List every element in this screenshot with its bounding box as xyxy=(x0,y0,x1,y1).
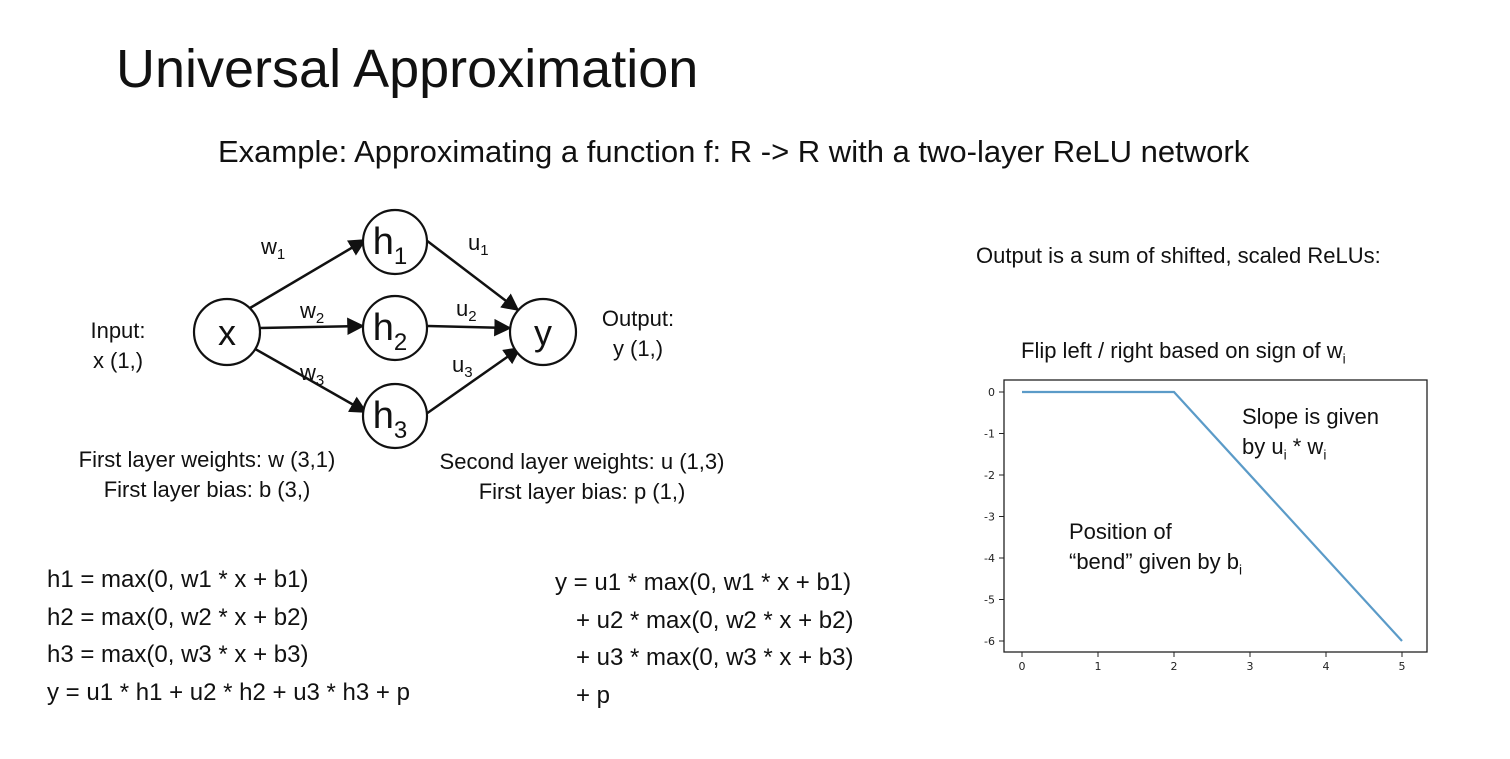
edge-h2-y xyxy=(427,318,512,337)
first-layer-bias: First layer bias: b (3,) xyxy=(103,477,311,502)
x-tick-label-4: 4 xyxy=(1323,660,1330,673)
equations-left: h1 = max(0, w1 * x + b1) h2 = max(0, w2 … xyxy=(47,561,410,711)
second-layer-description: Second layer weights: u (1,3) First laye… xyxy=(412,447,752,507)
y-tick-label-1: -1 xyxy=(984,428,995,441)
second-layer-weights: Second layer weights: u (1,3) xyxy=(439,449,725,474)
output-label-line2: y (1,) xyxy=(612,336,664,361)
node-y xyxy=(508,297,578,367)
y-tick-label-5: -5 xyxy=(984,594,995,607)
x-tick-label-1: 1 xyxy=(1095,660,1102,673)
node-h1-label: h1 xyxy=(373,221,408,270)
bend-annotation-line1: Position of xyxy=(1069,519,1172,544)
second-layer-bias: First layer bias: p (1,) xyxy=(478,479,686,504)
edge-x-h3 xyxy=(249,344,368,414)
relu-series-line xyxy=(1022,390,1403,642)
equation-y: y = u1 * h1 + u2 * h2 + u3 * h3 + p xyxy=(47,678,410,706)
expanded-equation-line4: + p xyxy=(576,681,611,709)
slide-title: Universal Approximation xyxy=(116,39,699,99)
equation-h1: h1 = max(0, w1 * x + b1) xyxy=(47,566,309,593)
expanded-equation-line3: + u3 * max(0, w3 * x + b3) xyxy=(576,644,854,671)
x-tick-label-2: 2 xyxy=(1171,660,1178,673)
first-layer-weights: First layer weights: w (3,1) xyxy=(78,447,336,472)
y-tick-label-4: -4 xyxy=(984,552,995,565)
relu-chart: 0 1 2 3 4 5 0 -1 -2 -3 -4 -5 -6 xyxy=(984,379,1428,673)
edge-h1-y xyxy=(425,239,520,312)
x-tick-label-0: 0 xyxy=(1019,660,1026,673)
edge-u2-label: u2 xyxy=(456,296,477,325)
edge-w2-label: w2 xyxy=(299,298,324,327)
flip-caption-text: Flip left / right based on sign of w xyxy=(1021,338,1343,363)
flip-caption-subscript: i xyxy=(1342,351,1346,367)
relu-sum-heading: Output is a sum of shifted, scaled ReLUs… xyxy=(976,243,1381,268)
bend-annotation-line2: “bend” given by bi xyxy=(1069,549,1243,578)
input-label-line1: Input: xyxy=(90,318,146,343)
node-y-label: y xyxy=(534,312,552,353)
node-h1 xyxy=(361,208,429,276)
slope-annotation-line1: Slope is given xyxy=(1242,404,1379,429)
node-x-label: x xyxy=(218,312,236,353)
node-h2-label: h2 xyxy=(373,307,408,356)
y-tick-label-6: -6 xyxy=(984,635,995,648)
node-h3 xyxy=(361,382,429,450)
edge-w3-label: w3 xyxy=(299,360,324,389)
edge-x-h2 xyxy=(259,317,365,336)
edge-u1-label: u1 xyxy=(468,230,489,259)
expanded-equation-line1: y = u1 * max(0, w1 * x + b1) xyxy=(555,569,852,596)
y-tick-label-3: -3 xyxy=(984,511,995,524)
input-label-line2: x (1,) xyxy=(92,348,144,373)
slide-subtitle: Example: Approximating a function f: R -… xyxy=(218,134,1250,169)
x-tick-label-5: 5 xyxy=(1399,660,1406,673)
input-label: Input: x (1,) xyxy=(74,316,162,376)
y-tick-label-0: 0 xyxy=(988,386,995,399)
output-label-line1: Output: xyxy=(601,306,675,331)
node-h2 xyxy=(361,294,429,362)
expanded-equation-line2: + u2 * max(0, w2 * x + b2) xyxy=(576,606,854,634)
edge-w1-label: w1 xyxy=(260,234,285,263)
network-diagram: x y h1 h2 h3 w1 w2 w3 u1 u2 u3 xyxy=(192,208,578,450)
slope-annotation-line2: by ui * wi xyxy=(1242,434,1327,463)
edge-u3-label: u3 xyxy=(452,352,473,381)
edge-x-h1 xyxy=(249,238,367,310)
equation-h3: h3 = max(0, w3 * x + b3) xyxy=(47,641,309,668)
flip-caption: Flip left / right based on sign of wi xyxy=(1021,336,1346,374)
x-tick-label-3: 3 xyxy=(1247,660,1254,673)
edge-h3-y xyxy=(425,346,522,416)
node-h3-label: h3 xyxy=(373,395,408,444)
node-x xyxy=(192,297,262,367)
equation-h2: h2 = max(0, w2 * x + b2) xyxy=(47,603,309,631)
bend-annotation: Position of “bend” given by bi xyxy=(1069,517,1242,585)
output-label: Output: y (1,) xyxy=(588,304,688,364)
equations-right: y = u1 * max(0, w1 * x + b1) + u2 * max(… xyxy=(555,564,853,714)
slope-annotation: Slope is given by ui * wi xyxy=(1242,402,1379,470)
y-tick-label-2: -2 xyxy=(984,469,995,482)
first-layer-description: First layer weights: w (3,1) First layer… xyxy=(52,445,362,505)
